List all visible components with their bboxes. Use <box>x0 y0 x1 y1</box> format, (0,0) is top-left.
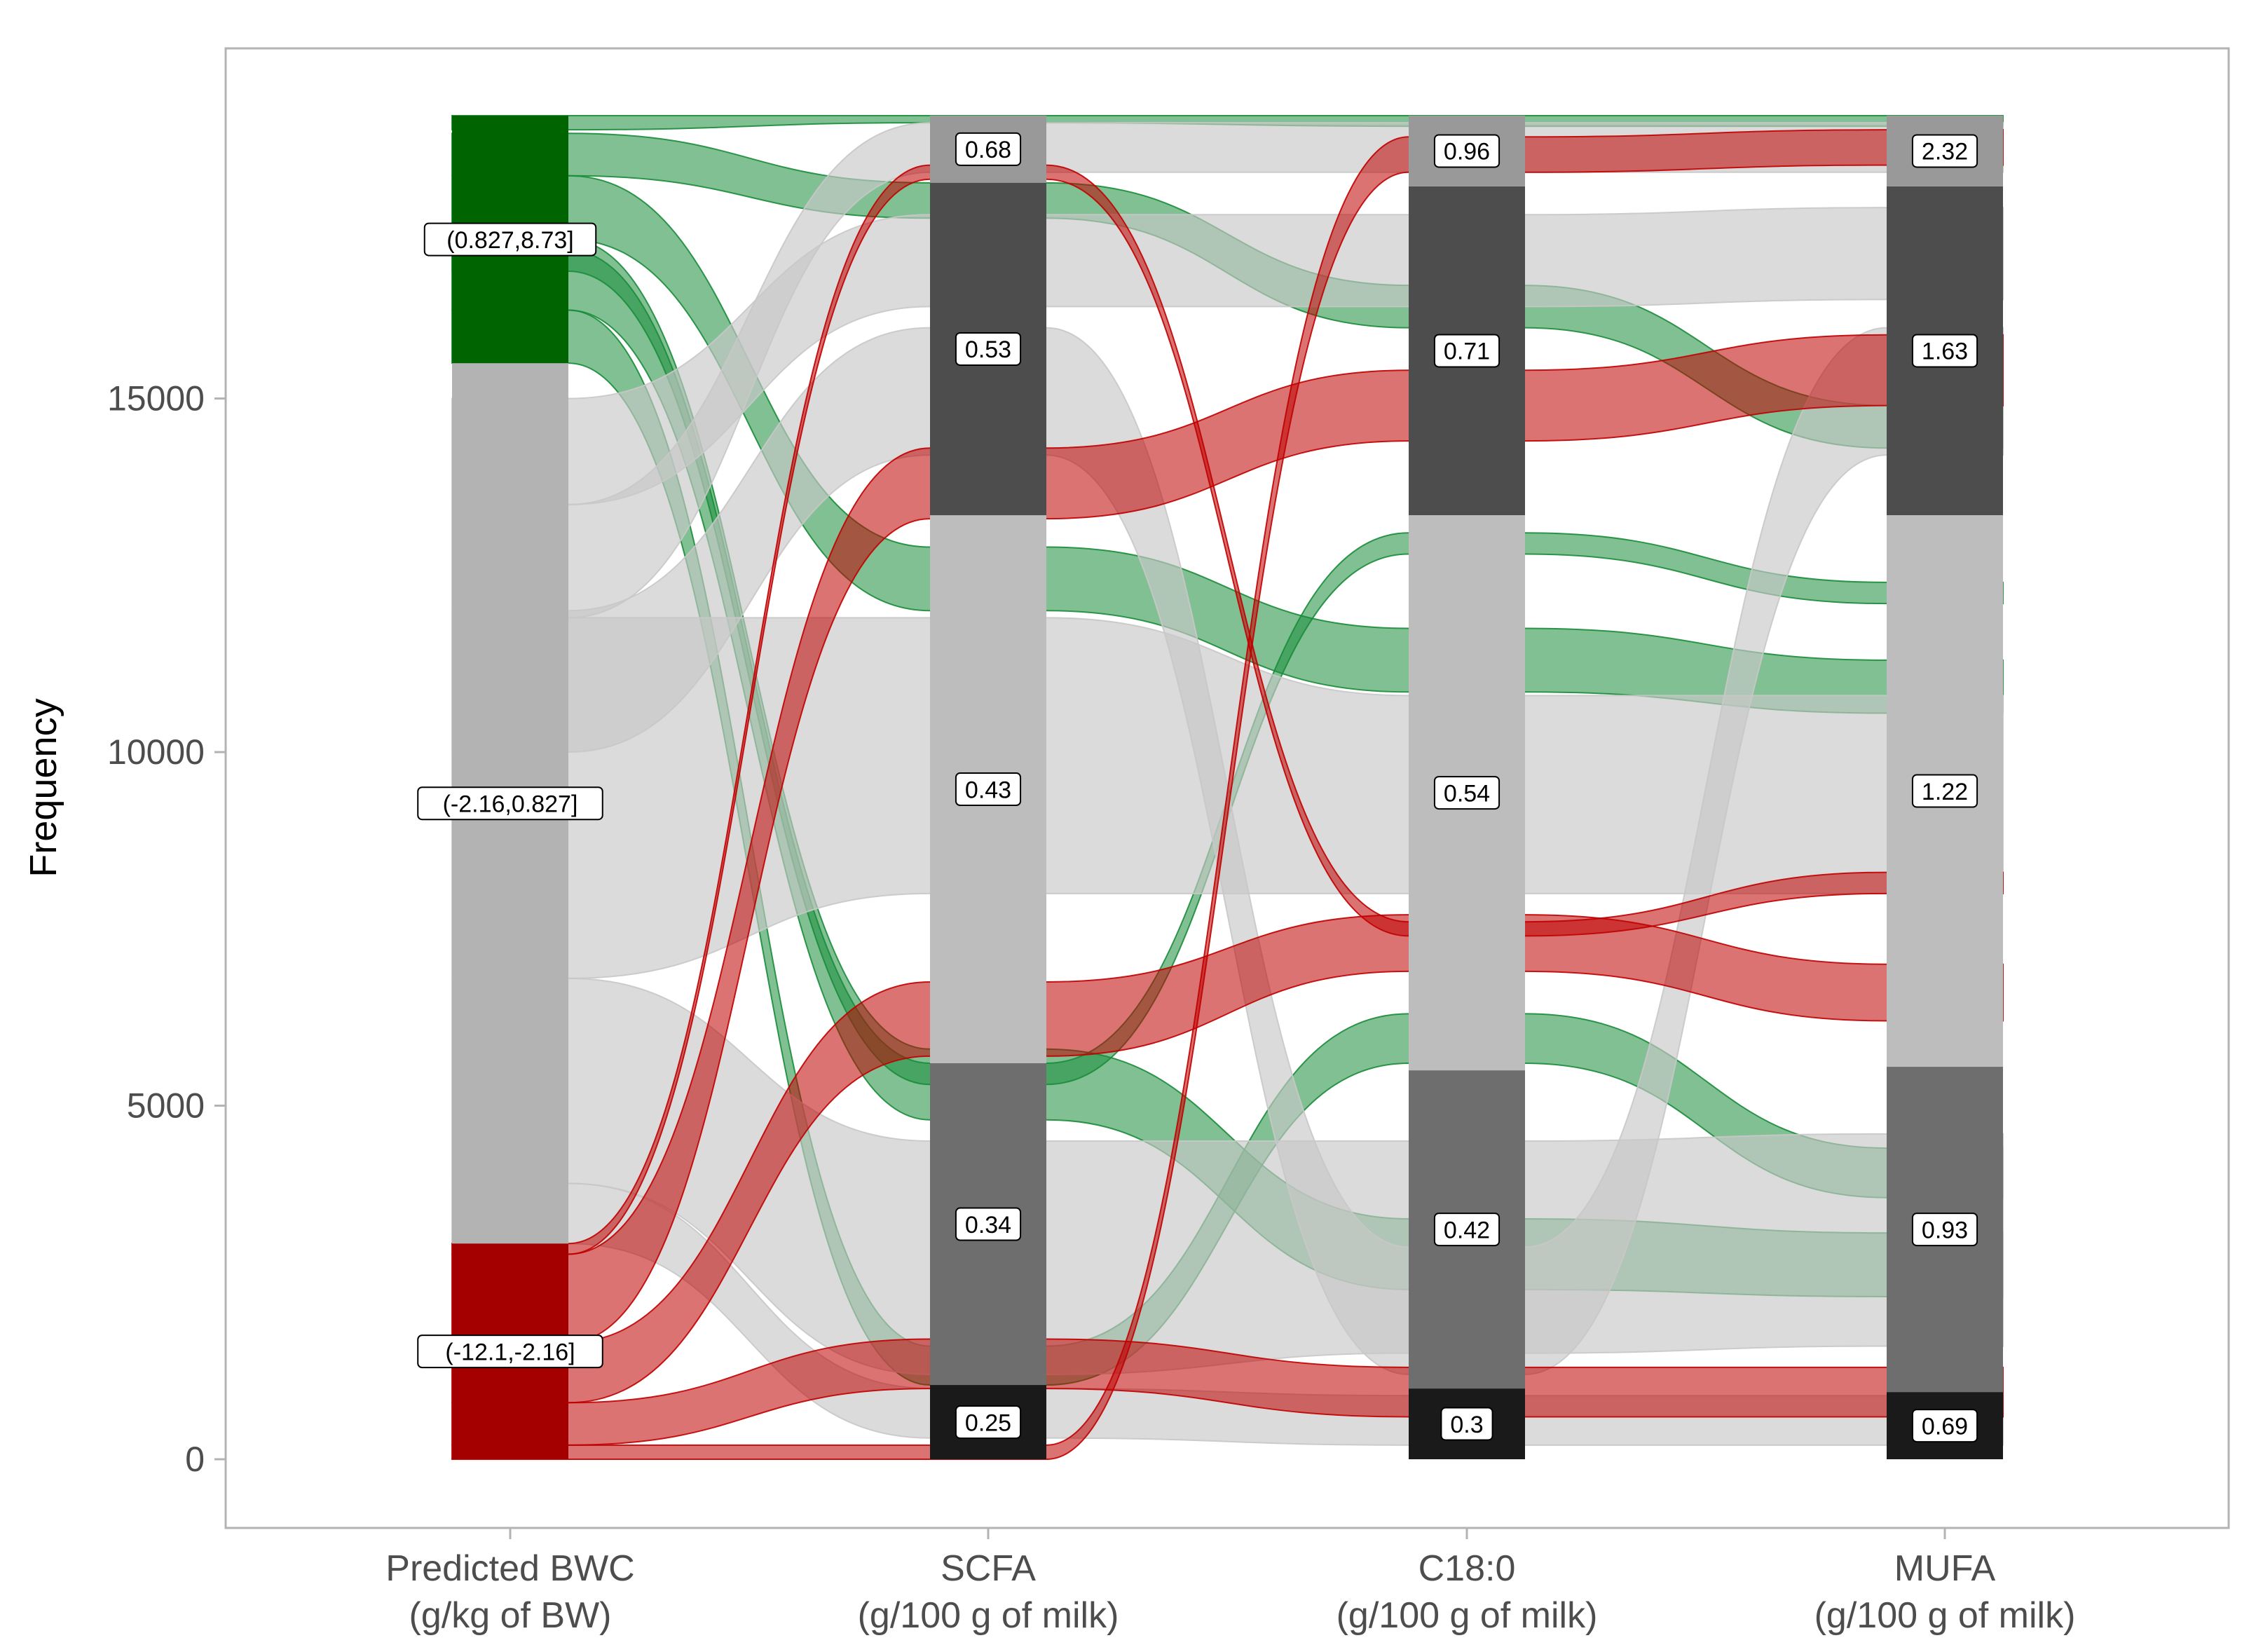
stratum-label-1-1: 0.34 <box>955 1207 1022 1241</box>
stratum-label-text: (-12.1,-2.16] <box>445 1339 575 1365</box>
stratum-label-text: 1.22 <box>1922 779 1968 805</box>
stratum-label-text: 0.69 <box>1922 1413 1968 1440</box>
stratum-label-2-2: 0.54 <box>1433 776 1500 810</box>
stratum-label-3-3: 1.63 <box>1911 334 1978 368</box>
flows-layer <box>451 114 2004 1461</box>
x-tick-label-1: SCFA <box>941 1548 1036 1589</box>
x-tick-unit-1: (g/100 g of milk) <box>858 1595 1119 1636</box>
x-tick-unit-0: (g/kg of BW) <box>409 1595 612 1636</box>
stratum-label-text: 2.32 <box>1922 139 1968 165</box>
stratum-label-1-2: 0.43 <box>955 772 1022 807</box>
stratum-label-text: 0.71 <box>1444 339 1490 365</box>
stratum-label-text: 0.3 <box>1450 1412 1483 1438</box>
stratum-labels-layer: (-12.1,-2.16] (-2.16,0.827] (0.827,8.73] 0.… <box>417 132 1978 1443</box>
stratum-label-text: 0.54 <box>1444 780 1490 807</box>
stratum-label-2-3: 0.71 <box>1433 334 1500 368</box>
stratum-label-box <box>1911 1213 1978 1247</box>
stratum-label-box <box>423 222 597 257</box>
axes-layer: 0 5000 10000 15000 Predicted BWC (g/kg of BW)… <box>107 48 2075 1636</box>
stratum-label-box <box>417 786 603 821</box>
stratum-label-text: 0.34 <box>965 1212 1011 1238</box>
stratum-label-3-4: 2.32 <box>1911 134 1978 168</box>
stratum-label-2-4: 0.96 <box>1433 134 1500 168</box>
stratum-label-text: (-2.16,0.827] <box>443 791 578 817</box>
stratum-label-box <box>955 1405 1022 1440</box>
stratum-label-text: 0.96 <box>1444 139 1490 165</box>
stratum-label-box <box>1911 334 1978 368</box>
x-tick-label-2: C18:0 <box>1418 1548 1516 1589</box>
stratum-label-box <box>1433 334 1500 368</box>
stratum-label-1-3: 0.53 <box>955 332 1022 366</box>
stratum-label-0-0: (-12.1,-2.16] <box>417 1334 603 1369</box>
stratum-label-text: 0.93 <box>1922 1217 1968 1243</box>
stratum-label-box <box>955 332 1022 366</box>
y-tick-label-1: 5000 <box>127 1086 205 1126</box>
x-tick-label-0: Predicted BWC <box>385 1548 634 1589</box>
stratum-label-box <box>1911 1409 1978 1443</box>
stratum-label-2-1: 0.42 <box>1433 1213 1500 1247</box>
y-tick-label-3: 15000 <box>107 379 205 418</box>
stratum-label-box <box>1433 134 1500 168</box>
stratum-label-1-0: 0.25 <box>955 1405 1022 1440</box>
y-tick-label-0: 0 <box>185 1440 205 1479</box>
stratum-label-text: 0.42 <box>1444 1217 1490 1243</box>
stratum-label-text: 0.43 <box>965 777 1011 803</box>
stratum-label-text: 0.53 <box>965 336 1011 363</box>
x-tick-label-3: MUFA <box>1894 1548 1996 1589</box>
stratum-label-1-4: 0.68 <box>955 132 1022 166</box>
stratum-label-box <box>1911 134 1978 168</box>
x-tick-unit-3: (g/100 g of milk) <box>1814 1595 2076 1636</box>
stratum-label-box <box>955 772 1022 807</box>
stratum-label-text: (0.827,8.73] <box>446 227 573 254</box>
stratum-label-text: 0.68 <box>965 137 1011 163</box>
y-tick-label-2: 10000 <box>107 732 205 772</box>
stratum-label-box <box>955 132 1022 166</box>
stratum-label-text: 0.25 <box>965 1409 1011 1436</box>
stratum-label-3-1: 0.93 <box>1911 1213 1978 1247</box>
stratum-label-3-2: 1.22 <box>1911 774 1978 808</box>
stratum-label-3-0: 0.69 <box>1911 1409 1978 1443</box>
stratum-label-box <box>955 1207 1022 1241</box>
x-tick-unit-2: (g/100 g of milk) <box>1336 1595 1598 1636</box>
stratum-label-2-0: 0.3 <box>1440 1407 1493 1441</box>
stratum-label-box <box>417 1334 603 1369</box>
stratum-label-box <box>1433 1213 1500 1247</box>
y-axis-title: Frequency <box>22 698 64 877</box>
stratum-label-box <box>1440 1407 1493 1441</box>
stratum-label-box <box>1433 776 1500 810</box>
stratum-label-text: 1.63 <box>1922 339 1968 365</box>
stratum-label-0-2: (0.827,8.73] <box>423 222 597 257</box>
stratum-label-0-1: (-2.16,0.827] <box>417 786 603 821</box>
stratum-label-box <box>1911 774 1978 808</box>
